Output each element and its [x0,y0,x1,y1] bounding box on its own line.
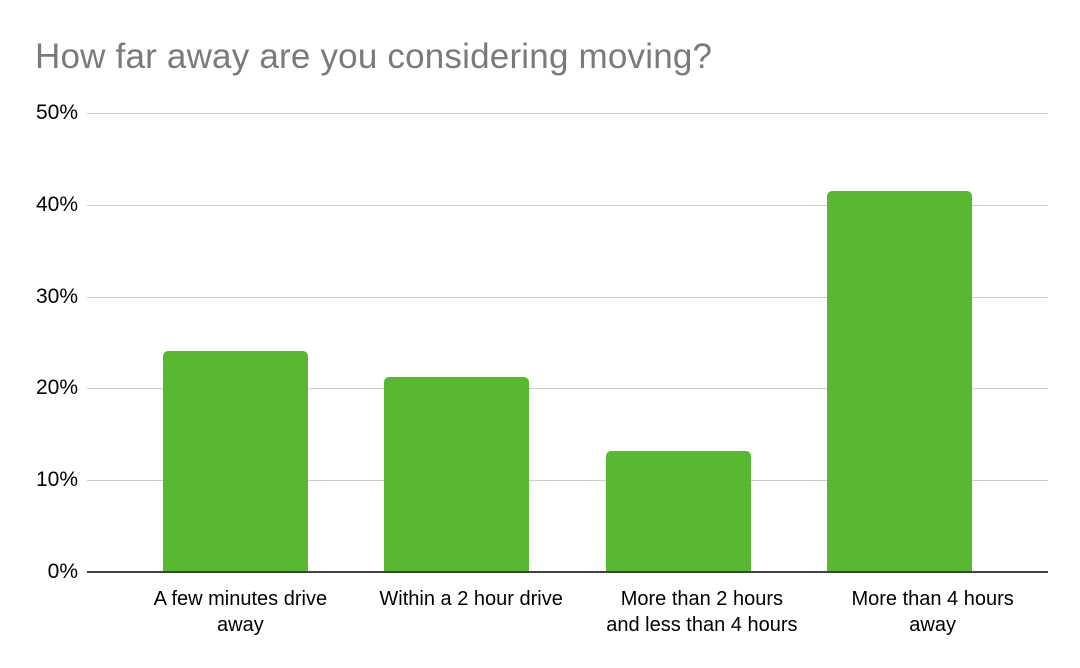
bar-more-than-4-hours-away [826,191,972,572]
y-tick-label: 30% [35,284,78,308]
y-tick-label: 10% [35,468,78,492]
bar-slot [789,113,1010,572]
bar-slot [125,113,346,572]
y-tick-label: 50% [35,101,78,124]
plot-area [87,113,1048,573]
y-tick-label: 0% [47,560,78,583]
x-axis-label-line: A few minutes drive [153,588,328,610]
x-axis-label: More than 4 hours away [817,586,1048,638]
y-axis: 0% 10% 20% 30% 40% 50% [0,101,87,583]
x-axis-label: More than 2 hours and less than 4 hours [587,586,818,638]
bar-within-a-2-hour-drive [384,377,530,572]
bar-slot [346,113,567,572]
x-axis-label-line: More than 2 hours [620,588,784,610]
chart-body: 0% 10% 20% 30% 40% 50% [0,101,1080,583]
gridline [87,388,1048,390]
gridline [87,480,1048,482]
y-tick-label: 20% [35,376,78,400]
bar-slot [568,113,789,572]
x-axis-label: Within a 2 hour drive [356,586,587,638]
bar-more-than-2-hours-and-less-than-4-hours [605,450,751,572]
x-axis-label-line: Within a 2 hour drive [379,588,563,610]
gridline [87,113,1048,114]
x-axis-label: A few minutes drive away [125,586,356,638]
chart-title: How far away are you considering moving? [35,37,713,76]
y-tick-label: 40% [35,192,78,216]
gridline [87,296,1048,298]
x-axis-label-line: and less than 4 hours [606,614,798,636]
x-axis-label-line: away [217,614,264,636]
x-axis: A few minutes drive away Within a 2 hour… [125,586,1048,638]
x-axis-baseline [87,571,1048,573]
bar-a-few-minutes-drive-away [163,350,309,572]
x-axis-label-line: away [909,614,956,636]
x-axis-label-line: More than 4 hours [851,588,1014,610]
bars-row [125,113,1010,572]
gridline [87,204,1048,206]
